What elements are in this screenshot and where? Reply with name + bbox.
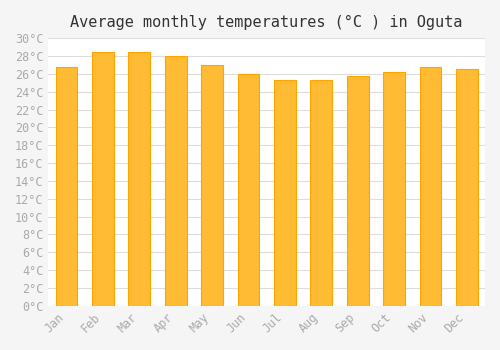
Bar: [128, 51, 150, 306]
Bar: [383, 72, 405, 306]
Bar: [201, 65, 223, 306]
Bar: [92, 51, 114, 306]
Bar: [238, 74, 260, 306]
Bar: [346, 77, 368, 306]
Bar: [456, 69, 477, 306]
Bar: [420, 67, 442, 306]
Bar: [274, 80, 296, 306]
Title: Average monthly temperatures (°C ) in Oguta: Average monthly temperatures (°C ) in Og…: [70, 15, 463, 30]
Bar: [56, 67, 78, 306]
Bar: [310, 80, 332, 306]
Bar: [165, 56, 186, 306]
